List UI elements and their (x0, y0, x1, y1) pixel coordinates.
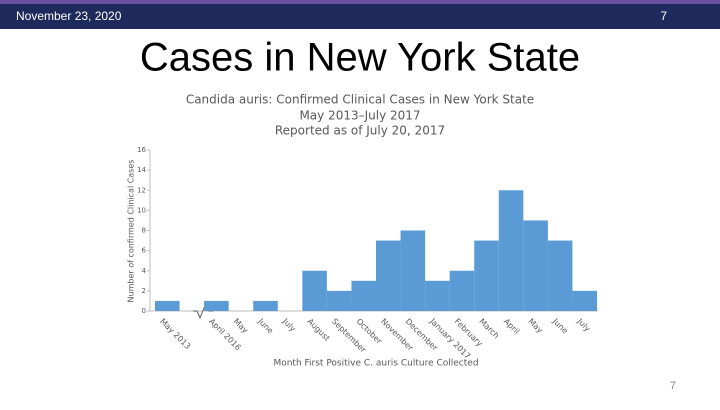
bar (326, 290, 352, 311)
x-tick-label: May (526, 317, 544, 335)
x-tick-label: July (575, 316, 592, 333)
bar (204, 300, 229, 311)
y-axis-label: Number of confirmed Clinical Cases (127, 160, 136, 303)
slide-title: Cases in New York State (140, 36, 580, 80)
bar (253, 300, 278, 311)
chart-note: Reported as of July 20, 2017 (275, 124, 445, 138)
bar (572, 290, 597, 311)
bar (547, 240, 573, 311)
bar (498, 190, 524, 311)
bar (474, 240, 499, 311)
y-tick-label: 4 (142, 267, 147, 275)
x-tick-label: May 2013 (158, 317, 192, 351)
y-tick-label: 2 (142, 287, 146, 295)
x-axis-label: Month First Positive C. auris Culture Co… (273, 359, 478, 369)
bar (376, 240, 401, 311)
top-accent (0, 0, 720, 4)
bar (302, 270, 327, 311)
y-tick-label: 14 (137, 166, 146, 174)
y-tick-label: 8 (142, 227, 146, 235)
y-tick-label: 0 (142, 307, 146, 315)
x-tick-label: June (256, 316, 275, 335)
slide-page: 7 (660, 9, 667, 23)
bar (425, 280, 450, 311)
y-tick-label: 6 (142, 247, 147, 255)
bar (155, 300, 180, 311)
x-tick-label: May (232, 317, 250, 335)
bar (523, 220, 548, 311)
x-tick-label: August (305, 317, 331, 343)
y-tick-label: 12 (137, 186, 146, 194)
y-tick-label: 10 (137, 206, 146, 214)
chart-subtitle: May 2013–July 2017 (299, 109, 420, 123)
bar (351, 280, 376, 311)
chart-title: Candida auris: Confirmed Clinical Cases … (186, 93, 534, 107)
footer-page: 7 (670, 380, 676, 392)
slide-date: November 23, 2020 (16, 9, 122, 23)
bar (449, 270, 475, 311)
x-tick-label: June (550, 316, 569, 335)
y-tick-label: 16 (137, 146, 146, 154)
top-bar (0, 0, 720, 29)
x-tick-label: March (477, 317, 501, 341)
bar (400, 230, 426, 311)
x-tick-label: April (502, 317, 521, 336)
x-tick-label: July (280, 316, 297, 333)
